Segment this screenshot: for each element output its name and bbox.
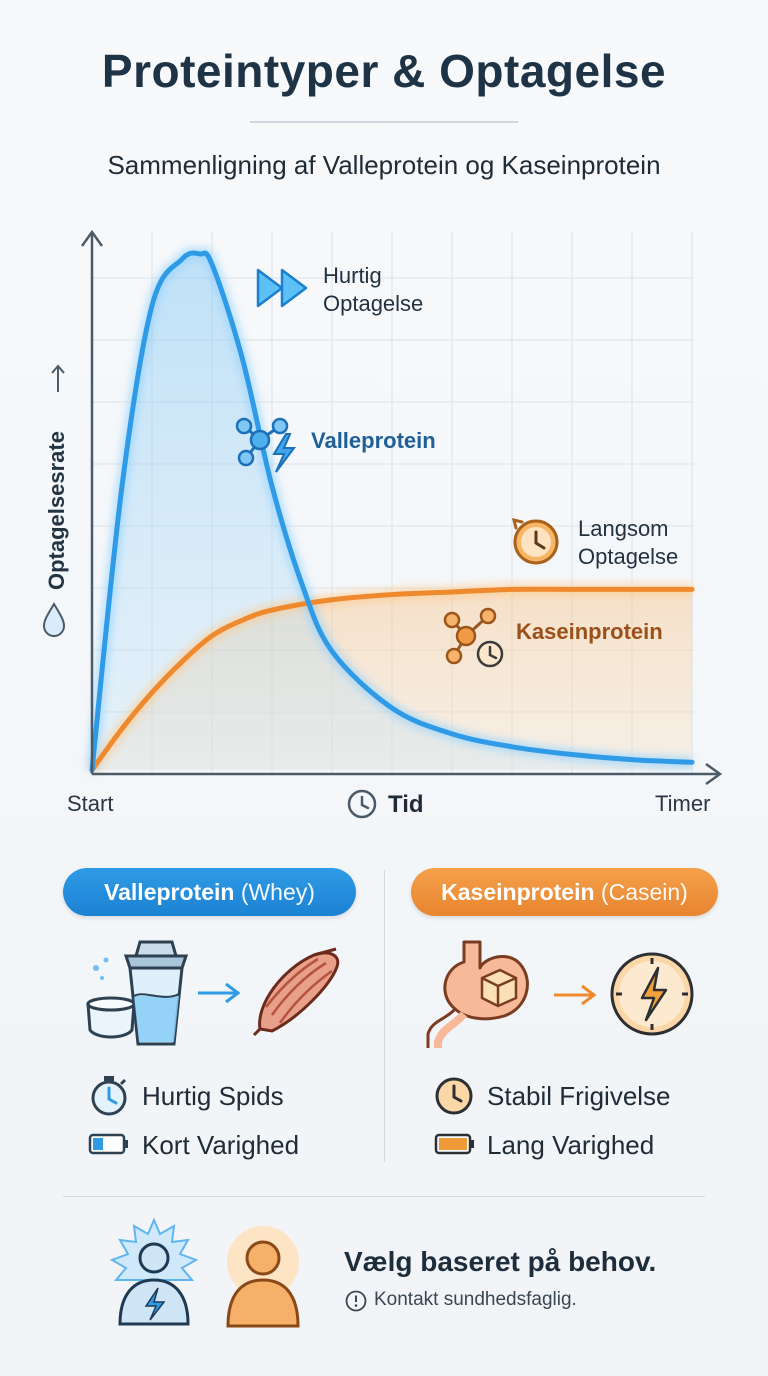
droplet-icon	[42, 602, 66, 637]
absorption-chart	[42, 229, 723, 819]
whey-feature-1: Hurtig Spids	[142, 1081, 284, 1111]
annotation-fast: Hurtig Optagelse	[323, 262, 423, 318]
muscle-icon	[252, 947, 340, 1037]
casein-pill: Kaseinprotein (Casein)	[411, 868, 718, 916]
casein-molecule-icon	[443, 607, 504, 668]
whey-line	[89, 250, 695, 773]
casein-pill-paren: (Casein)	[600, 879, 688, 905]
series-label-whey: Valleprotein	[311, 428, 436, 453]
info-icon	[345, 1290, 367, 1312]
stopwatch-icon	[91, 1076, 127, 1116]
slow-clock-icon	[511, 517, 559, 565]
y-axis-label: Optagelsesrate	[44, 431, 69, 590]
annotation-slow-line1: Langsom	[578, 516, 669, 541]
card-divider	[384, 870, 385, 1162]
casein-pill-label: Kaseinprotein	[441, 879, 595, 905]
annotation-fast-line1: Hurtig	[323, 263, 382, 288]
footer-divider	[63, 1196, 705, 1197]
whey-arrow-icon	[198, 982, 241, 1004]
shaker-icon	[86, 940, 189, 1046]
energetic-person-icon	[109, 1218, 199, 1326]
page-title: Proteintyper & Optagelse	[101, 45, 667, 97]
energy-clock-icon	[610, 952, 694, 1036]
footer-note: Kontakt sundhedsfaglig.	[374, 1289, 577, 1310]
clock-icon	[435, 1077, 473, 1115]
whey-area	[92, 252, 692, 770]
title-divider	[250, 121, 518, 123]
x-axis-arrow	[705, 762, 723, 786]
y-axis-arrow	[80, 229, 104, 247]
x-axis-label: Tid	[388, 791, 424, 818]
whey-molecule-icon	[235, 417, 296, 473]
casein-line	[89, 586, 695, 773]
up-arrow-icon	[51, 364, 65, 392]
annotation-slow: Langsom Optagelse	[578, 515, 678, 571]
fast-forward-icon	[256, 268, 308, 308]
whey-feature-2: Kort Varighed	[142, 1130, 300, 1160]
time-clock-icon	[347, 789, 377, 819]
battery-low-icon	[88, 1133, 128, 1155]
whey-pill-paren: (Whey)	[240, 879, 315, 905]
footer-title: Vælg baseret på behov.	[344, 1246, 657, 1277]
page-subtitle: Sammenligning af Valleprotein og Kaseinp…	[107, 150, 661, 180]
x-end-label: Timer	[655, 791, 711, 816]
battery-full-icon	[434, 1133, 474, 1155]
stomach-icon	[426, 940, 529, 1048]
series-label-casein: Kaseinprotein	[516, 619, 663, 644]
casein-feature-2: Lang Varighed	[487, 1130, 655, 1160]
casein-arrow-icon	[554, 984, 597, 1006]
annotation-slow-line2: Optagelse	[578, 544, 679, 569]
casein-feature-1: Stabil Frigivelse	[487, 1081, 671, 1111]
calm-person-icon	[226, 1226, 300, 1328]
whey-pill-label: Valleprotein	[104, 879, 235, 905]
annotation-fast-line2: Optagelse	[323, 291, 424, 316]
whey-pill: Valleprotein (Whey)	[63, 868, 356, 916]
x-start-label: Start	[67, 791, 114, 816]
